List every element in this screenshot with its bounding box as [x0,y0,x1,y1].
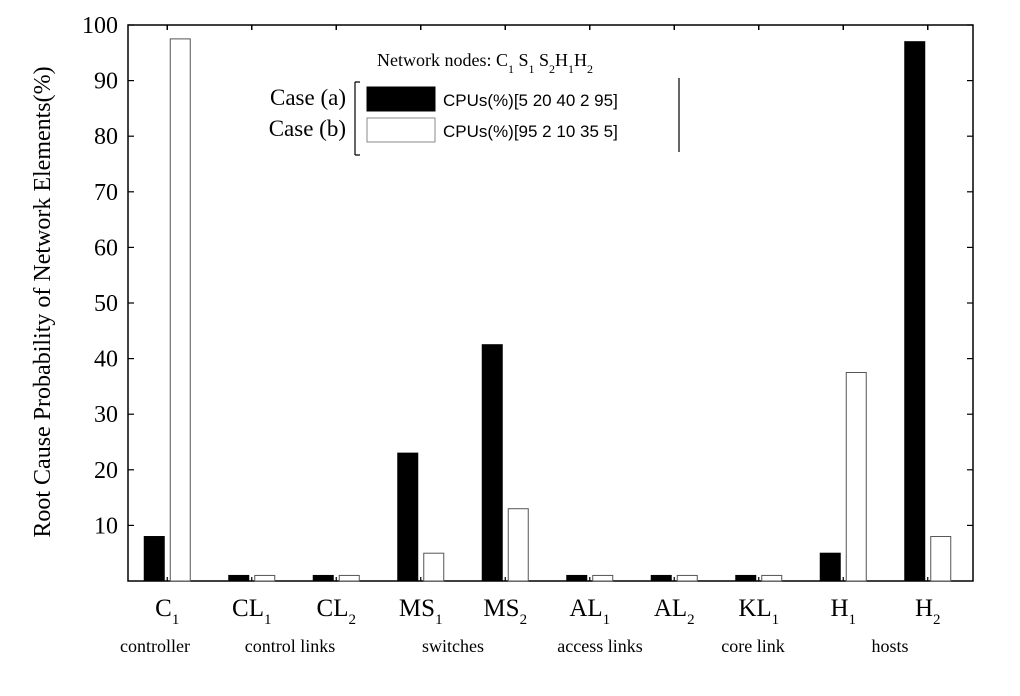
x-tick-label: C1 [155,595,179,628]
y-tick-label: 30 [94,402,118,428]
group-label: switches [422,636,484,656]
bar-case-a [481,344,503,582]
bar-case-a [397,452,419,582]
bar-case-a [735,574,757,582]
legend-swatch-case-a [366,86,436,112]
group-label: control links [245,636,336,656]
bar-case-a [566,574,588,582]
bar-case-b [507,508,529,582]
x-tick-label: AL1 [569,595,610,628]
x-tick-label: AL2 [654,595,695,628]
x-tick-label: KL1 [738,595,779,628]
bar-case-b [338,574,360,582]
group-label: controller [120,636,190,656]
x-tick-label: CL1 [232,595,271,628]
bar-case-b [592,574,614,582]
y-tick-label: 40 [94,347,118,373]
group-label: access links [557,636,642,656]
bar-case-b [254,574,276,582]
legend: Network nodes: C1 S1 S2H1H2 CPUs(%)[5 20 … [269,50,680,156]
bar-case-a [904,41,926,582]
legend-swatch-case-b [366,117,436,143]
bar-case-b [423,552,445,582]
bar-case-a [650,574,672,582]
bar-case-b [930,536,952,582]
y-axis: 10 20 30 40 50 60 70 80 90 100 [82,13,973,539]
legend-entry-case-b: CPUs(%)[95 2 10 35 5] [443,122,618,141]
x-tick-label: MS2 [483,595,527,628]
y-tick-label: 100 [82,13,118,39]
y-tick-label: 90 [94,69,118,95]
bar-case-a [143,536,165,582]
bar-case-b [845,372,867,582]
y-tick-label: 70 [94,180,118,206]
y-tick-label: 60 [94,235,118,261]
case-label-b: Case (b) [269,116,346,141]
y-tick-label: 20 [94,458,118,484]
x-axis: C1 CL1 CL2 MS1 MS2 AL1 AL2 KL1 H1 H2 [155,25,941,628]
group-label: hosts [871,636,908,656]
y-tick-label: 10 [94,513,118,539]
x-tick-label: H1 [830,595,856,628]
bar-case-a [228,574,250,582]
bar-case-a [819,552,841,582]
bar-case-b [676,574,698,582]
bar-case-b [761,574,783,582]
x-tick-label: H2 [915,595,941,628]
group-labels: controller control links switches access li… [120,636,909,656]
case-label-a: Case (a) [270,85,346,110]
bar-case-a [312,574,334,582]
group-label: core link [721,636,784,656]
bars [143,38,952,582]
legend-title: Network nodes: C1 S1 S2H1H2 [377,50,593,76]
legend-box [354,78,680,156]
y-tick-label: 80 [94,124,118,150]
y-axis-label: Root Cause Probability of Network Elemen… [30,66,56,537]
x-tick-label: CL2 [317,595,356,628]
y-tick-label: 50 [94,291,118,317]
bar-case-b [169,38,191,582]
x-tick-label: MS1 [399,595,443,628]
legend-entry-case-a: CPUs(%)[5 20 40 2 95] [443,91,618,110]
